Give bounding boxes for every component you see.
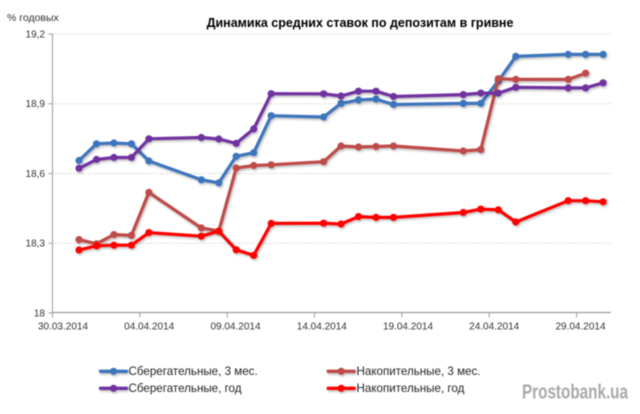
svg-text:18: 18 — [34, 308, 46, 319]
svg-text:19.04.2014: 19.04.2014 — [383, 322, 433, 333]
svg-text:14.04.2014: 14.04.2014 — [297, 322, 347, 333]
svg-text:Накопительные, год: Накопительные, год — [357, 382, 465, 395]
svg-text:% годовых: % годовых — [7, 12, 60, 24]
svg-text:19,2: 19,2 — [26, 29, 46, 40]
svg-text:24.04.2014: 24.04.2014 — [469, 322, 519, 333]
svg-text:18,6: 18,6 — [26, 169, 46, 180]
svg-text:18,3: 18,3 — [26, 239, 46, 250]
svg-text:Накопительные, 3 мес.: Накопительные, 3 мес. — [357, 365, 481, 378]
svg-text:Динамика средних ставок по деп: Динамика средних ставок по депозитам в г… — [207, 16, 514, 30]
svg-text:30.03.2014: 30.03.2014 — [38, 322, 88, 333]
svg-text:18,9: 18,9 — [26, 99, 46, 110]
svg-text:Сберегательные, 3 мес.: Сберегательные, 3 мес. — [129, 365, 258, 378]
svg-text:Prostobank.ua: Prostobank.ua — [522, 382, 629, 404]
svg-text:29.04.2014: 29.04.2014 — [555, 322, 605, 333]
svg-text:Сберегательные, год: Сберегательные, год — [129, 382, 242, 395]
svg-text:09.04.2014: 09.04.2014 — [210, 322, 260, 333]
svg-text:04.04.2014: 04.04.2014 — [124, 322, 174, 333]
